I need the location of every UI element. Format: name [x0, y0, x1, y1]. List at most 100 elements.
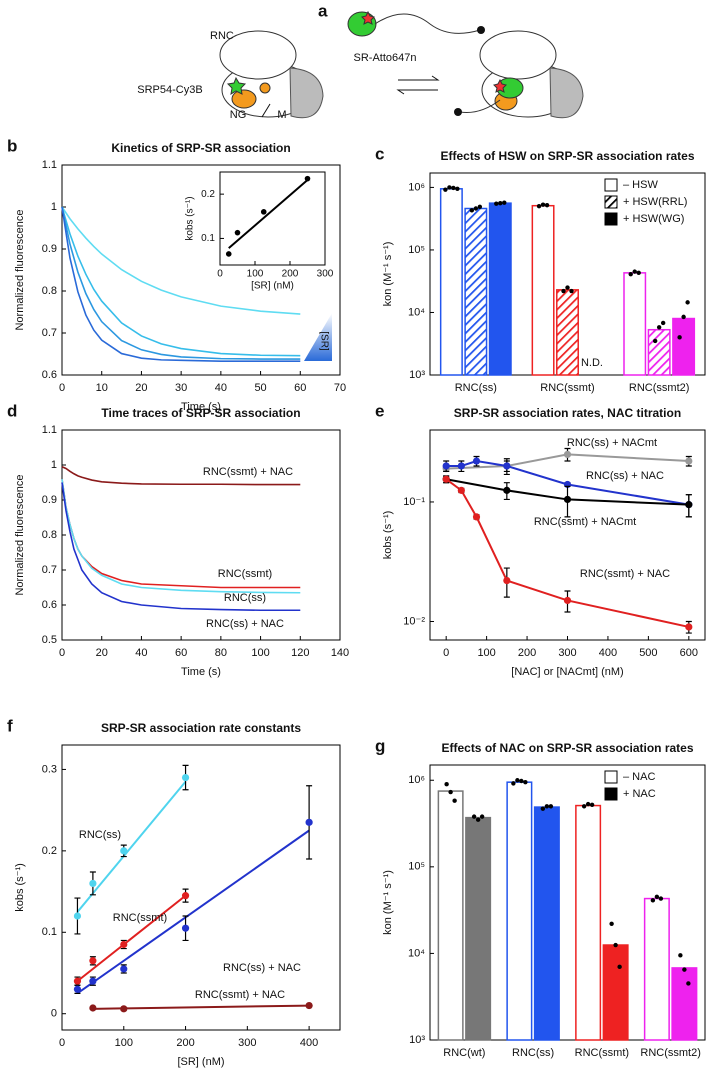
- x-axis-label: [SR] (nM): [177, 1056, 224, 1068]
- x-tick-label: 400: [599, 647, 617, 659]
- chart-title: SRP-SR association rate constants: [101, 721, 301, 735]
- ribosome-small: [479, 30, 557, 80]
- data-point: [503, 462, 511, 470]
- tail: [459, 99, 501, 113]
- legend-label: + NAC: [623, 788, 656, 800]
- bar: [556, 289, 579, 376]
- data-point: [563, 495, 572, 504]
- x-tick-label: 0: [59, 647, 65, 659]
- replicate-point: [569, 288, 574, 294]
- x-tick-label: 300: [317, 269, 334, 280]
- y-tick-label: 10⁻¹: [403, 496, 425, 508]
- replicate-point: [469, 208, 475, 213]
- replicate-point: [565, 285, 570, 290]
- bar: [575, 804, 602, 1041]
- gray-domain: [289, 67, 324, 119]
- series-line: [61, 466, 301, 486]
- series-label: RNC(ssmt): [113, 912, 167, 924]
- panel-label: f: [7, 716, 13, 735]
- replicate-point: [511, 781, 516, 786]
- series-label: RNC(ss) + NAC: [223, 962, 301, 974]
- fit-line: [92, 1004, 310, 1010]
- bar: [602, 944, 629, 1041]
- label: SRP54-Cy3B: [137, 84, 202, 96]
- y-tick-label: 0.7: [42, 564, 57, 576]
- x-tick-label: 300: [558, 647, 576, 659]
- data-point: [89, 957, 97, 965]
- series-line: [61, 482, 301, 612]
- replicate-point: [455, 186, 460, 192]
- data-point: [685, 623, 693, 631]
- y-tick-label: 0.8: [42, 529, 57, 541]
- charts: 0.60.70.80.911.10 10 20 30 40 50 60 70Kinetics …: [7, 136, 706, 1068]
- y-tick-label: 10⁻²: [403, 615, 425, 627]
- chart-title: Kinetics of SRP-SR association: [111, 141, 290, 155]
- x-tick-label: 0: [217, 269, 223, 280]
- y-tick-label: 1: [51, 201, 57, 213]
- x-axis-label: Time (s): [181, 401, 221, 413]
- colorbar: [304, 313, 332, 361]
- y-tick-label: 0.5: [42, 634, 57, 646]
- data-point: [304, 175, 311, 182]
- legend-label: + HSW(WG): [623, 213, 684, 225]
- y-axis-label: kobs (s⁻¹): [14, 863, 26, 912]
- replicate-point: [613, 942, 618, 948]
- bar: [464, 207, 488, 376]
- replicate-point: [660, 320, 666, 326]
- x-tick-label: 70: [334, 382, 346, 394]
- replicate-point: [471, 814, 477, 819]
- replicate-point: [540, 806, 546, 811]
- series-label: RNC(ss) + NAC: [206, 618, 284, 630]
- y-tick-label: 0.1: [201, 233, 215, 244]
- plot-frame: [429, 429, 706, 641]
- data-point: [89, 977, 97, 985]
- replicate-point: [523, 779, 528, 785]
- ng-domain: [231, 89, 257, 109]
- legend-swatch: [604, 195, 618, 209]
- data-point: [305, 818, 313, 826]
- dot: [477, 26, 485, 34]
- label: RNC: [210, 30, 234, 42]
- replicate-point: [658, 896, 664, 901]
- replicate-point: [444, 782, 449, 787]
- y-tick-label: 0: [51, 1008, 57, 1020]
- x-tick-label: 80: [215, 647, 227, 659]
- x-tick-label: RNC(ssmt2): [640, 1047, 701, 1059]
- data-point: [181, 924, 190, 932]
- data-point: [472, 513, 481, 521]
- y-tick-label: 0.6: [42, 369, 57, 381]
- x-axis-label: Time (s): [181, 666, 221, 678]
- fit-line: [76, 894, 187, 982]
- replicate-point: [536, 204, 542, 209]
- series-label: RNC(ssmt) + NAC: [195, 989, 285, 1001]
- replicate-point: [540, 202, 546, 207]
- data-point: [120, 1005, 128, 1013]
- x-tick-label: 300: [238, 1037, 256, 1049]
- x-tick-label: RNC(ssmt2): [629, 382, 690, 394]
- replicate-point: [544, 804, 550, 809]
- x-tick-label: 120: [291, 647, 309, 659]
- plot-frame: [61, 429, 341, 641]
- ribosome-small: [219, 30, 297, 80]
- replicate-point: [589, 802, 595, 808]
- data-point: [225, 251, 232, 257]
- replicate-point: [498, 200, 503, 206]
- x-tick-label: 60: [294, 382, 306, 394]
- panel-label: c: [375, 144, 384, 163]
- x-tick-label: 600: [680, 647, 698, 659]
- diagram: a RNC SRP54-Cy3B NG M SR-Atto647n: [137, 1, 584, 121]
- data-point: [457, 486, 465, 494]
- x-tick-label: 50: [254, 382, 266, 394]
- x-tick-label: 10: [96, 382, 108, 394]
- x-tick-label: RNC(ssmt): [575, 1047, 629, 1059]
- label: NG: [230, 109, 247, 121]
- inset-background: [220, 172, 325, 265]
- replicate-point: [502, 200, 507, 205]
- replicate-point: [609, 921, 614, 926]
- plot-frame: [219, 171, 326, 266]
- series-label: RNC(ss) + NACmt: [567, 437, 657, 449]
- x-tick-label: 200: [176, 1037, 194, 1049]
- y-tick-label: 10⁴: [408, 306, 425, 318]
- y-tick-label: 0.3: [42, 763, 57, 775]
